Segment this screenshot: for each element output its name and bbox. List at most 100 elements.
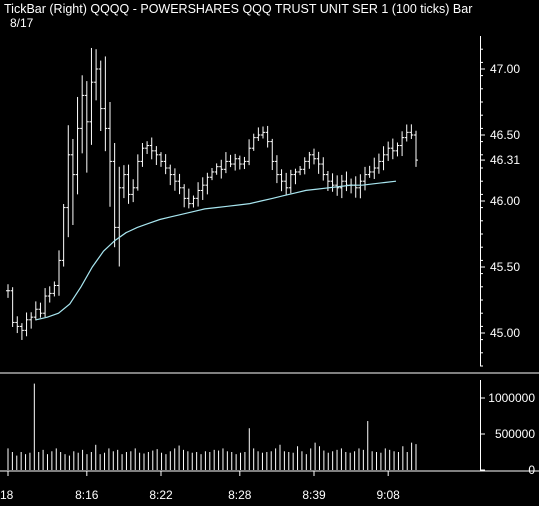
price-bar [214,163,219,175]
price-bar [307,151,312,169]
price-bar [404,124,409,142]
price-bar [293,168,298,185]
price-bar [75,96,80,195]
price-bar [94,49,99,101]
price-bar [261,126,265,139]
price-bar [177,173,182,195]
price-bar [103,56,108,152]
price-bar [367,165,372,178]
price-bar [140,142,145,167]
price-bar [186,188,191,209]
price-bar [279,169,284,192]
price-tick-label: 46.31 [490,153,520,167]
price-bar [15,316,20,334]
x-tick-label: 9:08 [377,488,401,502]
price-bar [395,142,400,157]
price-bar [43,288,48,318]
price-bar [84,81,89,173]
volume-axis-ticks: 1000000 500000 0 [480,391,535,477]
x-tick-label: 18 [0,488,14,502]
moving-average-line [35,180,397,321]
price-bar [358,174,363,199]
price-bar [312,148,316,165]
price-bar [6,284,10,298]
price-bar [288,169,293,194]
price-bar [414,130,418,167]
price-bar [228,154,233,168]
price-bar [265,125,270,148]
price-bar [256,127,261,141]
price-bar [298,166,303,176]
volume-tick-label: 0 [528,463,535,477]
price-bar [52,281,57,297]
price-bar [38,302,43,318]
price-bar [321,157,326,181]
price-bar [200,177,205,200]
price-bar [376,153,381,174]
price-bar [210,167,214,181]
price-bar [353,176,358,198]
volume-bars [7,383,417,470]
price-bar [135,154,140,191]
volume-tick-label: 1000000 [488,391,535,405]
price-bar [168,164,173,186]
price-bar [251,133,256,151]
price-bar [349,178,354,194]
price-bar [149,137,154,160]
price-bar [10,287,15,328]
price-bar [126,164,131,204]
price-bar [19,323,24,340]
price-bar [274,155,279,184]
price-bar [363,166,367,191]
price-bar [196,182,201,207]
price-bar [335,175,340,196]
price-bar [284,172,289,196]
price-bar [145,141,150,154]
price-bar [172,168,177,191]
x-tick-label: 8:28 [228,488,252,502]
price-bar [223,152,228,174]
price-bar [47,286,52,303]
price-bar [233,153,238,171]
price-bar [98,60,103,132]
price-bar [108,102,112,207]
price-bar [247,139,252,166]
price-bar [117,166,122,267]
price-bar [61,204,66,267]
price-bar [89,47,94,145]
price-bar [400,131,405,157]
volume-tick-label: 500000 [495,427,535,441]
price-bar [270,138,275,171]
price-bar [409,124,414,139]
price-bar [131,179,136,203]
chart-date-label: 8/17 [10,16,34,30]
x-tick-label: 8:22 [149,488,173,502]
price-bar [302,157,307,175]
price-bar [80,75,85,154]
price-bar [182,184,187,208]
price-tick-label: 46.00 [490,194,520,208]
x-axis-labels: 18 8:16 8:22 8:28 8:39 9:08 [0,471,400,502]
price-bar [242,156,247,170]
price-bar [66,125,71,238]
price-bar [29,312,34,329]
price-bar [219,159,224,179]
price-bar [70,138,75,225]
price-bar [57,250,61,296]
price-bar [159,152,163,167]
price-tick-label: 47.00 [490,62,520,76]
price-tick-label: 45.50 [490,260,520,274]
price-bar [163,154,168,175]
price-bar [390,138,395,160]
price-bar [112,142,117,248]
price-bar [344,171,349,192]
price-bar [24,312,29,337]
price-bar [372,157,377,179]
price-bar [205,172,210,195]
price-bar [154,146,159,166]
chart-header-title: TickBar (Right) QQQQ - POWERSHARES QQQ T… [4,2,473,16]
price-bar [330,173,335,192]
price-bar [191,195,196,208]
price-axis-ticks: 47.00 46.50 46.31 46.00 45.50 45.00 [480,48,520,367]
